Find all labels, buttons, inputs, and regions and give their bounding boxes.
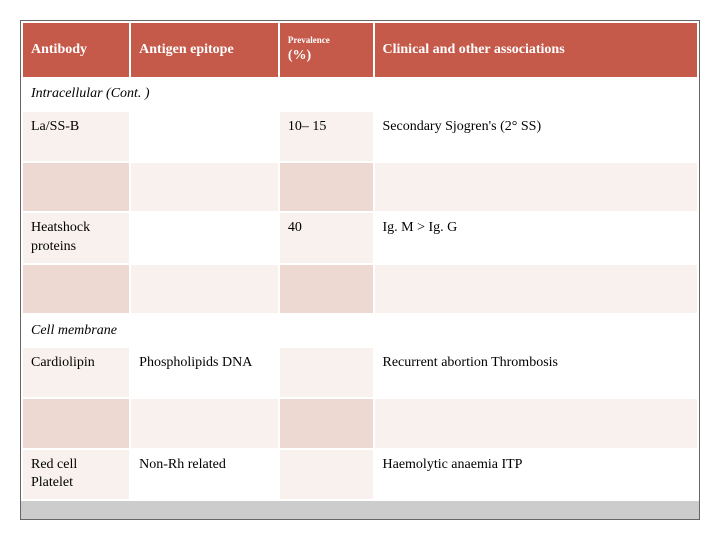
cell-prevalence [279, 264, 374, 315]
table-row [22, 264, 698, 315]
cell-epitope [130, 212, 279, 263]
cell-prevalence [279, 398, 374, 449]
section-title-row: Intracellular (Cont. ) [22, 78, 698, 111]
cell-epitope [130, 264, 279, 315]
col-prevalence-small: Prevalence [288, 35, 365, 47]
cell-antibody: Cardiolipin [22, 347, 130, 398]
table-row [22, 398, 698, 449]
col-antibody: Antibody [22, 22, 130, 78]
cell-antibody [22, 162, 130, 213]
cell-assoc: Haemolytic anaemia ITP [374, 449, 699, 500]
cell-epitope [130, 111, 279, 162]
table-row: Red cell Platelet Non-Rh related Haemoly… [22, 449, 698, 500]
header-row: Antibody Antigen epitope Prevalence (%) … [22, 22, 698, 78]
cell-assoc [374, 162, 699, 213]
section-title-row: Cell membrane [22, 314, 698, 347]
table-row: La/SS-B 10– 15 Secondary Sjogren's (2° S… [22, 111, 698, 162]
antibody-table: Antibody Antigen epitope Prevalence (%) … [21, 21, 699, 501]
cell-prevalence [279, 162, 374, 213]
footer-bar [21, 501, 699, 519]
cell-epitope [130, 162, 279, 213]
col-epitope: Antigen epitope [130, 22, 279, 78]
table-row: Heatshock proteins 40 Ig. M > Ig. G [22, 212, 698, 263]
cell-antibody [22, 398, 130, 449]
cell-epitope: Non-Rh related [130, 449, 279, 500]
cell-assoc: Ig. M > Ig. G [374, 212, 699, 263]
table-row: Cardiolipin Phospholipids DNA Recurrent … [22, 347, 698, 398]
cell-antibody: Red cell Platelet [22, 449, 130, 500]
col-prevalence-main: (%) [288, 47, 365, 65]
cell-assoc: Recurrent abortion Thrombosis [374, 347, 699, 398]
cell-antibody: Heatshock proteins [22, 212, 130, 263]
cell-prevalence [279, 347, 374, 398]
cell-assoc [374, 264, 699, 315]
cell-prevalence: 40 [279, 212, 374, 263]
cell-assoc: Secondary Sjogren's (2° SS) [374, 111, 699, 162]
cell-assoc [374, 398, 699, 449]
col-prevalence: Prevalence (%) [279, 22, 374, 78]
section-title: Intracellular (Cont. ) [22, 78, 698, 111]
cell-prevalence: 10– 15 [279, 111, 374, 162]
cell-prevalence [279, 449, 374, 500]
cell-antibody: La/SS-B [22, 111, 130, 162]
table-row [22, 162, 698, 213]
section-title: Cell membrane [22, 314, 698, 347]
col-associations: Clinical and other associations [374, 22, 699, 78]
slide-container: Antibody Antigen epitope Prevalence (%) … [20, 20, 700, 520]
cell-epitope [130, 398, 279, 449]
cell-epitope: Phospholipids DNA [130, 347, 279, 398]
cell-antibody [22, 264, 130, 315]
